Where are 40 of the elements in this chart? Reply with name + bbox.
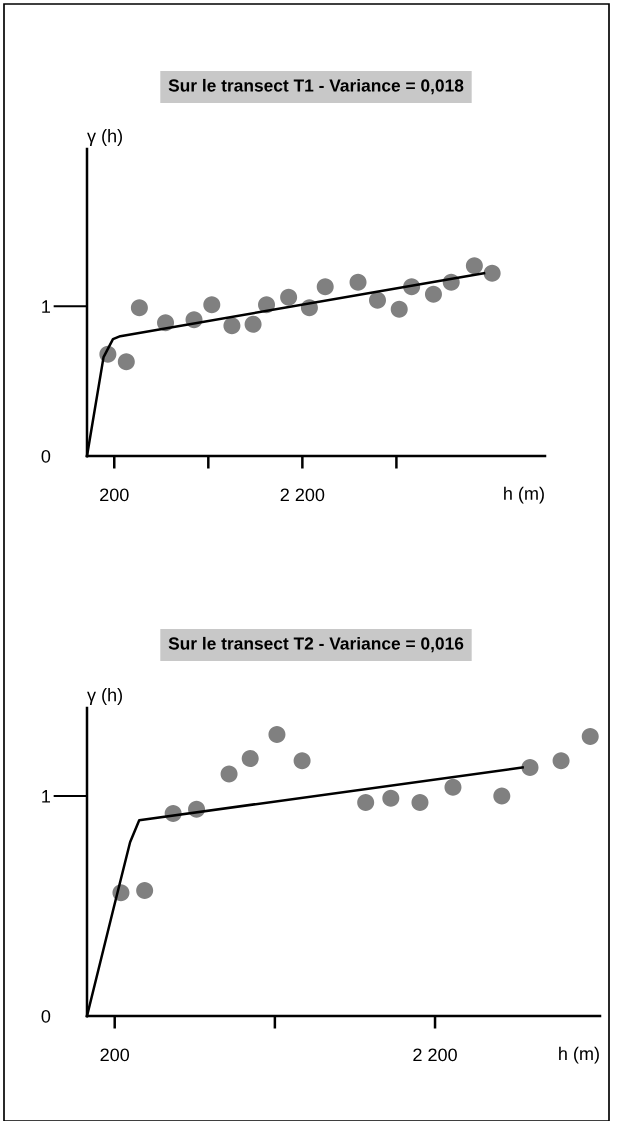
point xyxy=(581,728,599,746)
point xyxy=(493,787,511,805)
y-tick-label: 1 xyxy=(42,300,51,313)
x-tick-label: 200 xyxy=(100,488,129,502)
point xyxy=(241,750,259,768)
x-tick-label: 200 xyxy=(100,1048,130,1062)
point xyxy=(390,300,408,318)
point xyxy=(316,278,334,296)
point xyxy=(382,789,400,807)
x-tick-label: 2 200 xyxy=(280,488,325,502)
point xyxy=(220,765,238,783)
y-tick-label: 0 xyxy=(41,449,51,463)
point xyxy=(424,285,442,303)
point xyxy=(244,315,262,333)
point xyxy=(521,758,539,776)
point xyxy=(483,264,501,282)
x-axis-title: h (m) xyxy=(504,486,544,504)
point xyxy=(280,288,298,306)
point xyxy=(369,291,387,309)
y-axis-title: γ (h) xyxy=(87,688,122,705)
point xyxy=(223,317,241,335)
point xyxy=(136,882,154,900)
y-tick-label: 0 xyxy=(41,1009,51,1023)
point xyxy=(203,296,221,314)
point xyxy=(117,353,135,371)
point xyxy=(293,752,311,770)
point xyxy=(349,273,367,291)
chart-title: Sur le transect T1 - Variance = 0,018 xyxy=(168,78,464,95)
chart-title: Sur le transect T2 - Variance = 0,016 xyxy=(168,636,464,653)
point xyxy=(465,257,483,275)
point xyxy=(357,794,375,812)
y-axis-title: γ (h) xyxy=(87,129,122,146)
point xyxy=(268,725,286,743)
point xyxy=(411,794,429,812)
x-axis-title: h (m) xyxy=(559,1046,599,1064)
point xyxy=(444,778,462,796)
y-tick-label: 1 xyxy=(42,790,51,803)
point xyxy=(552,752,570,770)
x-tick-label: 2 200 xyxy=(413,1048,457,1062)
point xyxy=(130,299,148,317)
